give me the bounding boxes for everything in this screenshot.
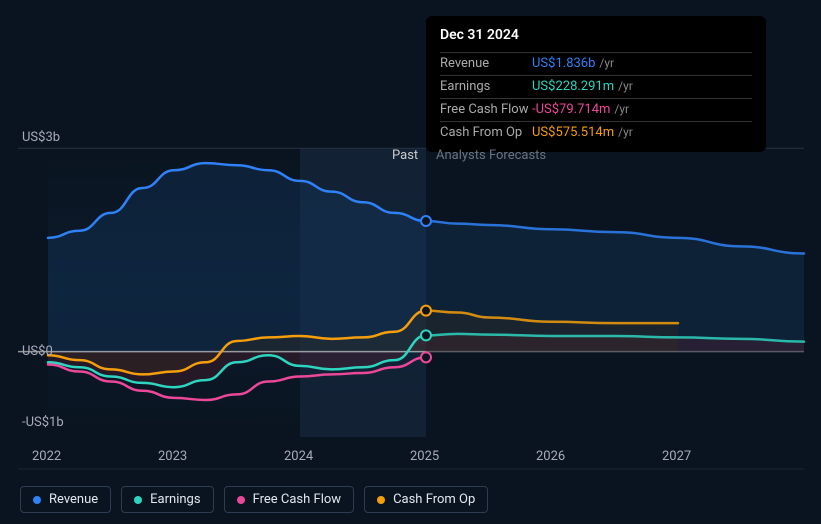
tooltip-row-unit: /yr: [614, 102, 629, 116]
tooltip-row-value: US$228.291m: [532, 79, 614, 94]
tooltip-row: Free Cash Flow-US$79.714m/yr: [440, 98, 752, 121]
tooltip-row-value: -US$79.714m: [532, 102, 610, 117]
legend-item-cfo[interactable]: Cash From Op: [364, 486, 488, 513]
past-panel-label: Past: [392, 148, 418, 163]
marker-revenue: [421, 216, 431, 226]
tooltip-row-label: Free Cash Flow: [440, 101, 532, 119]
marker-cfo: [421, 306, 431, 316]
legend-item-label: Cash From Op: [393, 492, 475, 507]
legend-item-fcf[interactable]: Free Cash Flow: [224, 486, 354, 513]
legend-item-label: Earnings: [150, 492, 200, 507]
tooltip-row-unit: /yr: [618, 79, 633, 93]
legend-dot-icon: [377, 496, 385, 504]
tooltip-row: Cash From OpUS$575.514m/yr: [440, 121, 752, 144]
x-tick-label: 2024: [284, 449, 313, 464]
x-tick-label: 2022: [32, 449, 61, 464]
x-tick-label: 2026: [536, 449, 565, 464]
y-tick-label: US$0: [22, 344, 53, 359]
legend-dot-icon: [134, 496, 142, 504]
y-tick-label: -US$1b: [22, 415, 64, 430]
tooltip-row: EarningsUS$228.291m/yr: [440, 75, 752, 98]
marker-earnings: [421, 330, 431, 340]
tooltip-row-label: Cash From Op: [440, 124, 532, 142]
y-tick-label: US$3b: [22, 130, 60, 145]
tooltip-row-unit: /yr: [618, 125, 633, 139]
legend-item-earnings[interactable]: Earnings: [121, 486, 213, 513]
forecast-panel-label: Analysts Forecasts: [436, 148, 546, 163]
x-tick-label: 2025: [410, 449, 439, 464]
x-tick-label: 2023: [158, 449, 187, 464]
tooltip-row-label: Earnings: [440, 78, 532, 96]
legend-item-label: Revenue: [49, 492, 98, 507]
tooltip-row-value: US$1.836b: [532, 56, 595, 71]
tooltip-row: RevenueUS$1.836b/yr: [440, 52, 752, 75]
tooltip-row-value: US$575.514m: [532, 125, 614, 140]
legend-item-revenue[interactable]: Revenue: [20, 486, 111, 513]
legend-dot-icon: [237, 496, 245, 504]
tooltip-row-label: Revenue: [440, 55, 532, 73]
tooltip-date: Dec 31 2024: [440, 26, 752, 52]
chart-legend: Revenue Earnings Free Cash Flow Cash From O…: [20, 486, 488, 513]
legend-item-label: Free Cash Flow: [253, 492, 341, 507]
chart-tooltip: Dec 31 2024 RevenueUS$1.836b/yrEarningsU…: [426, 16, 766, 152]
x-tick-label: 2027: [662, 449, 691, 464]
marker-fcf: [421, 352, 431, 362]
tooltip-row-unit: /yr: [599, 56, 614, 70]
legend-dot-icon: [33, 496, 41, 504]
